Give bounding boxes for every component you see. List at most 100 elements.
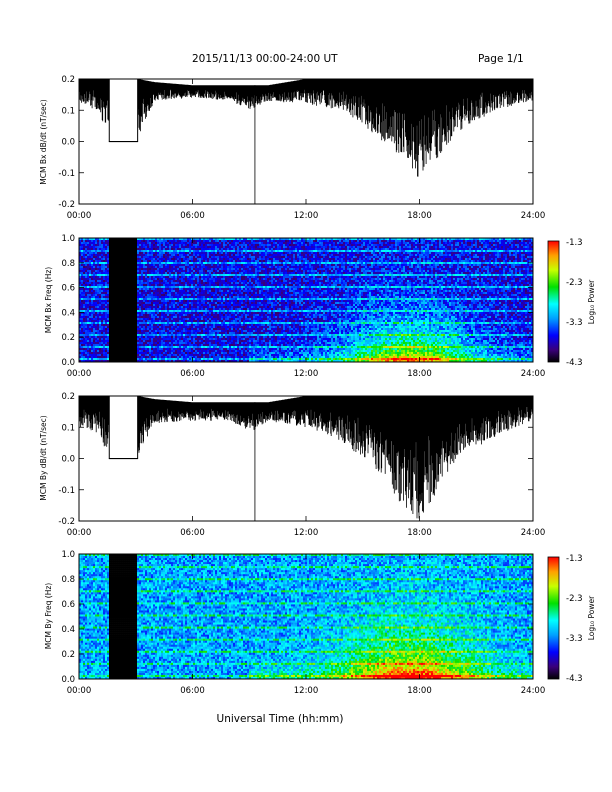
spectrogram-cell bbox=[131, 318, 133, 320]
spectrogram-cell bbox=[179, 314, 181, 316]
spectrogram-cell bbox=[201, 302, 203, 304]
spectrogram-cell bbox=[139, 282, 141, 284]
spectrogram-cell bbox=[191, 334, 193, 336]
spectrogram-cell bbox=[213, 254, 215, 256]
spectrogram-cell bbox=[81, 324, 83, 326]
spectrogram-cell bbox=[127, 260, 129, 262]
spectrogram-cell bbox=[93, 328, 95, 330]
spectrogram-cell bbox=[101, 292, 103, 294]
spectrogram-cell bbox=[155, 322, 157, 324]
spectrogram-cell bbox=[141, 250, 143, 252]
spectrogram-cell bbox=[223, 296, 225, 298]
spectrogram-cell bbox=[107, 306, 109, 308]
spectrogram-cell bbox=[197, 342, 199, 344]
spectrogram-cell bbox=[233, 286, 235, 288]
spectrogram-cell bbox=[177, 318, 179, 320]
spectrogram-cell bbox=[187, 288, 189, 290]
spectrogram-cell bbox=[229, 328, 231, 330]
spectrogram-cell bbox=[99, 282, 101, 284]
spectrogram-cell bbox=[91, 242, 93, 244]
spectrogram-cell bbox=[201, 298, 203, 300]
spectrogram-cell bbox=[127, 284, 129, 286]
spectrogram-cell bbox=[203, 346, 205, 348]
spectrogram-cell bbox=[219, 272, 221, 274]
spectrogram-cell bbox=[145, 256, 147, 258]
spectrogram-cell bbox=[143, 324, 145, 326]
spectrogram-cell bbox=[207, 296, 209, 298]
spectrogram-cell bbox=[201, 280, 203, 282]
spectrogram-cell bbox=[97, 282, 99, 284]
spectrogram-cell bbox=[197, 262, 199, 264]
spectrogram-cell bbox=[107, 286, 109, 288]
spectrogram-cell bbox=[129, 268, 131, 270]
spectrogram-cell bbox=[219, 334, 221, 336]
spectrogram-cell bbox=[127, 332, 129, 334]
spectrogram-cell bbox=[91, 284, 93, 286]
spectrogram-cell bbox=[81, 256, 83, 258]
spectrogram-cell bbox=[137, 358, 139, 360]
spectrogram-cell bbox=[91, 262, 93, 264]
spectrogram-cell bbox=[211, 322, 213, 324]
spectrogram-cell bbox=[95, 250, 97, 252]
spectrogram-cell bbox=[115, 346, 117, 348]
spectrogram-cell bbox=[165, 270, 167, 272]
spectrogram-cell bbox=[91, 258, 93, 260]
spectrogram-cell bbox=[205, 322, 207, 324]
spectrogram-cell bbox=[175, 240, 177, 242]
spectrogram-cell bbox=[125, 338, 127, 340]
spectrogram-cell bbox=[141, 246, 143, 248]
spectrogram-cell bbox=[111, 246, 113, 248]
spectrogram-cell bbox=[201, 260, 203, 262]
spectrogram-cell bbox=[97, 244, 99, 246]
spectrogram-cell bbox=[147, 242, 149, 244]
spectrogram-cell bbox=[93, 352, 95, 354]
spectrogram-cell bbox=[163, 352, 165, 354]
spectrogram-cell bbox=[183, 250, 185, 252]
spectrogram-cell bbox=[97, 316, 99, 318]
spectrogram-cell bbox=[141, 348, 143, 350]
spectrogram-cell bbox=[151, 296, 153, 298]
spectrogram-cell bbox=[179, 242, 181, 244]
spectrogram-cell bbox=[223, 346, 225, 348]
spectrogram-cell bbox=[87, 346, 89, 348]
spectrogram-cell bbox=[111, 340, 113, 342]
spectrogram-cell bbox=[197, 280, 199, 282]
spectrogram-cell bbox=[181, 276, 183, 278]
spectrogram-cell bbox=[159, 244, 161, 246]
spectrogram-cell bbox=[95, 320, 97, 322]
spectrogram-cell bbox=[187, 248, 189, 250]
spectrogram-cell bbox=[195, 300, 197, 302]
spectrogram-cell bbox=[147, 278, 149, 280]
spectrogram-cell bbox=[153, 336, 155, 338]
spectrogram-cell bbox=[195, 270, 197, 272]
spectrogram-cell bbox=[237, 308, 239, 310]
spectrogram-cell bbox=[113, 358, 115, 360]
spectrogram-cell bbox=[181, 250, 183, 252]
spectrogram-cell bbox=[183, 258, 185, 260]
spectrogram-cell bbox=[199, 284, 201, 286]
spectrogram-cell bbox=[187, 330, 189, 332]
spectrogram-cell bbox=[205, 288, 207, 290]
spectrogram-cell bbox=[105, 340, 107, 342]
spectrogram-cell bbox=[159, 358, 161, 360]
spectrogram-cell bbox=[145, 260, 147, 262]
spectrogram-cell bbox=[207, 354, 209, 356]
spectrogram-cell bbox=[197, 322, 199, 324]
spectrogram-cell bbox=[171, 338, 173, 340]
spectrogram-cell bbox=[139, 274, 141, 276]
spectrogram-cell bbox=[189, 294, 191, 296]
spectrogram-cell bbox=[185, 336, 187, 338]
spectrogram-cell bbox=[163, 322, 165, 324]
spectrogram-cell bbox=[235, 300, 237, 302]
spectrogram-cell bbox=[201, 348, 203, 350]
spectrogram-cell bbox=[191, 298, 193, 300]
spectrogram-cell bbox=[225, 290, 227, 292]
spectrogram-cell bbox=[217, 276, 219, 278]
spectrogram-cell bbox=[115, 298, 117, 300]
spectrogram-cell bbox=[107, 260, 109, 262]
spectrogram-cell bbox=[149, 310, 151, 312]
spectrogram-cell bbox=[85, 262, 87, 264]
spectrogram-cell bbox=[205, 354, 207, 356]
spectrogram-cell bbox=[123, 260, 125, 262]
spectrogram-cell bbox=[111, 278, 113, 280]
